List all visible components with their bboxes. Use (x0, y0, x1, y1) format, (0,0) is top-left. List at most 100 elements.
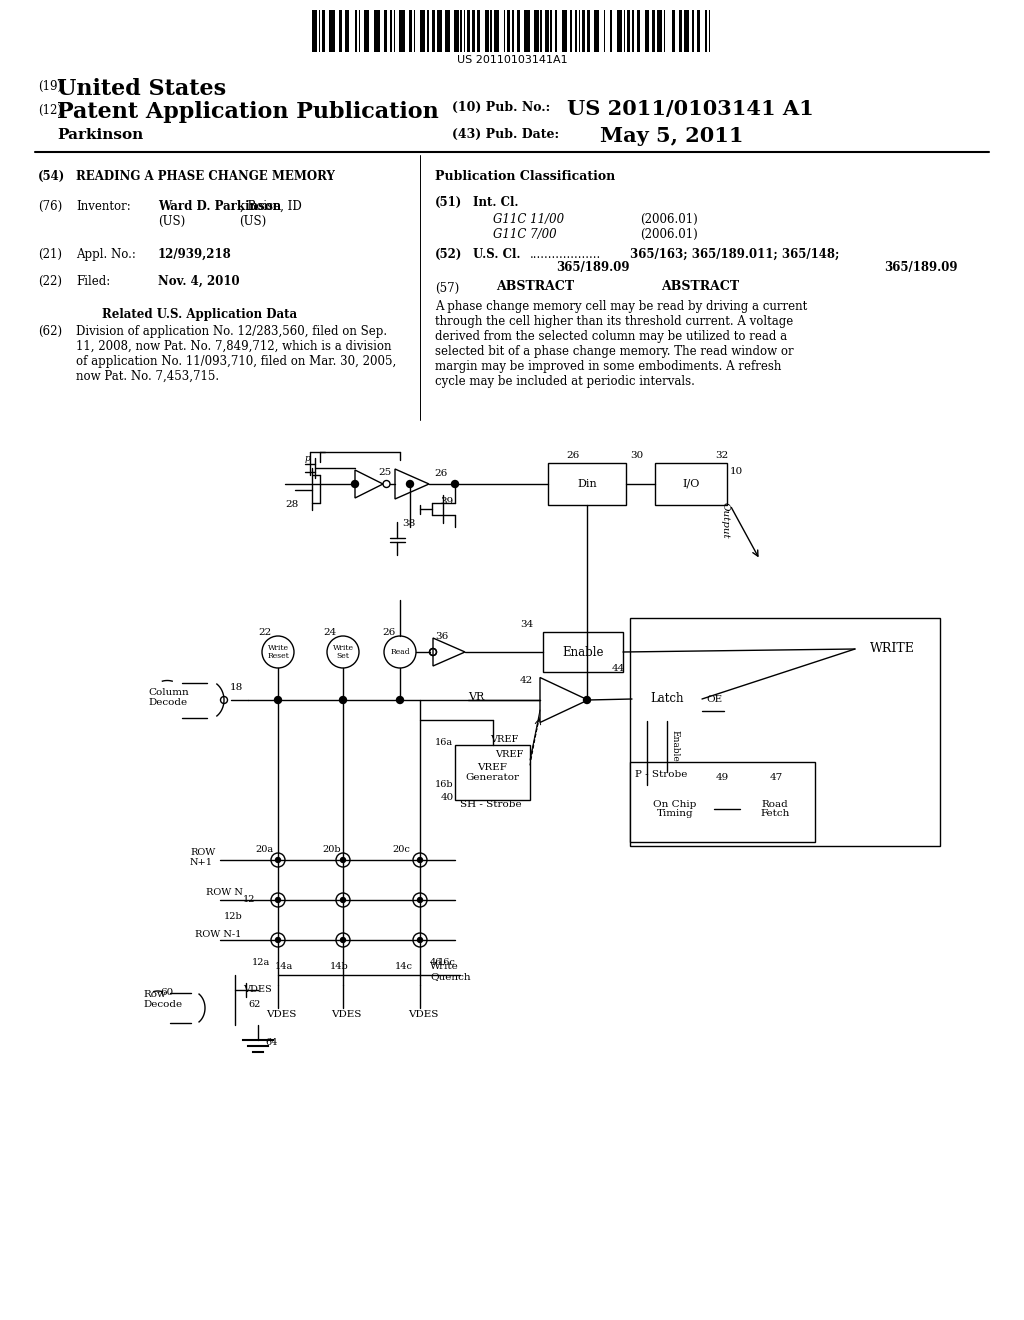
Bar (543, 632, 623, 672)
Bar (464, 11, 465, 51)
Bar (630, 762, 815, 842)
Bar (541, 11, 542, 51)
Text: VREF: VREF (477, 763, 508, 772)
Text: (19): (19) (38, 81, 62, 92)
Bar (617, 11, 622, 51)
Text: Write: Write (333, 644, 353, 652)
Text: Related U.S. Application Data: Related U.S. Application Data (102, 308, 298, 321)
Bar (697, 11, 700, 51)
Bar (582, 11, 586, 51)
Text: Appl. No.:: Appl. No.: (76, 248, 136, 261)
Bar (420, 11, 425, 51)
Text: 12/939,218: 12/939,218 (158, 248, 231, 261)
Text: , Boise, ID
(US): , Boise, ID (US) (240, 201, 301, 228)
Circle shape (340, 697, 346, 704)
Text: ROW N-1: ROW N-1 (195, 931, 242, 939)
Bar (679, 11, 682, 51)
Text: ROW
N+1: ROW N+1 (190, 847, 215, 867)
Text: ABSTRACT: ABSTRACT (496, 280, 574, 293)
Text: VREF: VREF (495, 750, 523, 759)
Text: 16b: 16b (435, 780, 454, 789)
Bar (445, 11, 451, 51)
Text: 34: 34 (520, 620, 534, 630)
Text: 60: 60 (160, 987, 173, 997)
Text: Filed:: Filed: (76, 275, 111, 288)
Text: 16c: 16c (438, 958, 456, 968)
Bar (624, 11, 626, 51)
Bar (461, 11, 462, 51)
Text: 40: 40 (441, 793, 455, 803)
Bar (627, 11, 631, 51)
Text: 12: 12 (243, 895, 256, 904)
Circle shape (341, 858, 345, 862)
Bar (454, 11, 459, 51)
Text: (21): (21) (38, 248, 62, 261)
Text: (US): (US) (158, 215, 185, 228)
Text: G11C 11/00: G11C 11/00 (493, 213, 564, 226)
Text: US 2011/0103141 A1: US 2011/0103141 A1 (567, 99, 814, 119)
Bar (455, 744, 530, 800)
Bar (664, 11, 666, 51)
Text: Latch: Latch (650, 693, 684, 705)
Bar (523, 11, 530, 51)
Bar (467, 11, 470, 51)
Text: 16a: 16a (435, 738, 454, 747)
Text: 44: 44 (612, 664, 626, 673)
Bar (485, 11, 488, 51)
Circle shape (275, 898, 281, 903)
Text: (76): (76) (38, 201, 62, 213)
Text: 20a: 20a (255, 845, 273, 854)
Text: A phase change memory cell may be read by driving a current
through the cell hig: A phase change memory cell may be read b… (435, 300, 807, 388)
Bar (604, 11, 605, 51)
Bar (409, 11, 412, 51)
Bar (546, 11, 549, 51)
Text: 14a: 14a (275, 962, 293, 972)
Bar (587, 11, 590, 51)
Bar (390, 11, 392, 51)
Text: United States: United States (57, 78, 226, 100)
Bar (709, 11, 711, 51)
Text: Output: Output (721, 502, 729, 539)
Bar (706, 11, 707, 51)
Text: Column
Decode: Column Decode (148, 688, 188, 708)
Text: READING A PHASE CHANGE MEMORY: READING A PHASE CHANGE MEMORY (76, 170, 335, 183)
Text: 22: 22 (258, 628, 271, 638)
Text: Write: Write (267, 644, 289, 652)
Text: Generator: Generator (466, 772, 519, 781)
Text: 62: 62 (248, 1001, 260, 1008)
Bar (504, 11, 505, 51)
Circle shape (275, 858, 281, 862)
Text: Nov. 4, 2010: Nov. 4, 2010 (158, 275, 240, 288)
Bar (594, 11, 599, 51)
Text: Division of application No. 12/283,560, filed on Sep.
11, 2008, now Pat. No. 7,8: Division of application No. 12/283,560, … (76, 325, 396, 383)
Text: VDES: VDES (331, 1010, 361, 1019)
Circle shape (351, 480, 358, 487)
Circle shape (274, 697, 282, 704)
Circle shape (341, 937, 345, 942)
Circle shape (275, 937, 281, 942)
Bar (427, 11, 429, 51)
Text: VR: VR (468, 692, 484, 702)
Text: 24: 24 (323, 628, 336, 638)
Text: U.S. Cl.: U.S. Cl. (473, 248, 520, 261)
Text: VDES: VDES (266, 1010, 296, 1019)
Bar (637, 11, 640, 51)
Bar (339, 11, 342, 51)
Bar (645, 11, 648, 51)
Text: 14b: 14b (330, 962, 349, 972)
Text: Ward D. Parkinson: Ward D. Parkinson (158, 201, 282, 213)
Bar (494, 11, 499, 51)
Text: (2006.01): (2006.01) (640, 213, 697, 226)
Bar (692, 11, 693, 51)
Text: Timing: Timing (656, 809, 693, 818)
Text: 365/189.09: 365/189.09 (885, 261, 958, 275)
Bar (414, 11, 416, 51)
Text: 365/189.09: 365/189.09 (556, 261, 630, 275)
Text: Row
Decode: Row Decode (143, 990, 182, 1010)
Text: (12): (12) (38, 104, 62, 117)
Bar (384, 11, 387, 51)
Bar (575, 11, 577, 51)
Text: 26: 26 (566, 451, 580, 459)
Text: (57): (57) (435, 282, 459, 294)
Bar (512, 11, 514, 51)
